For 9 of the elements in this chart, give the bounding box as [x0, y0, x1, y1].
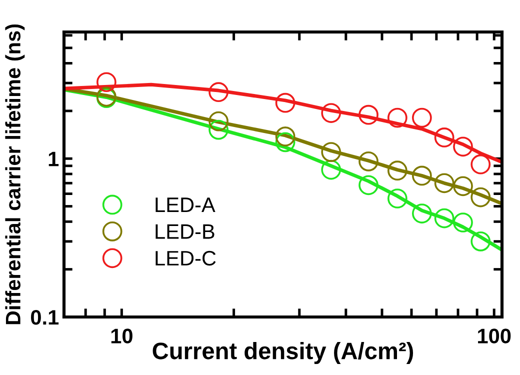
legend-label: LED-B [156, 224, 214, 239]
x-tick-label: 100 [478, 328, 511, 344]
legend-label: LED-C [156, 250, 216, 266]
y-tick-label: 1 [48, 152, 59, 166]
y-axis-title: Differential carrier lifetime (ns) [5, 24, 25, 324]
y-tick-label: 0.1 [31, 310, 59, 325]
x-tick-label: 10 [111, 328, 132, 344]
legend-label: LED-A [156, 198, 216, 212]
x-axis-title: Current density (A/cm²) [152, 342, 414, 364]
